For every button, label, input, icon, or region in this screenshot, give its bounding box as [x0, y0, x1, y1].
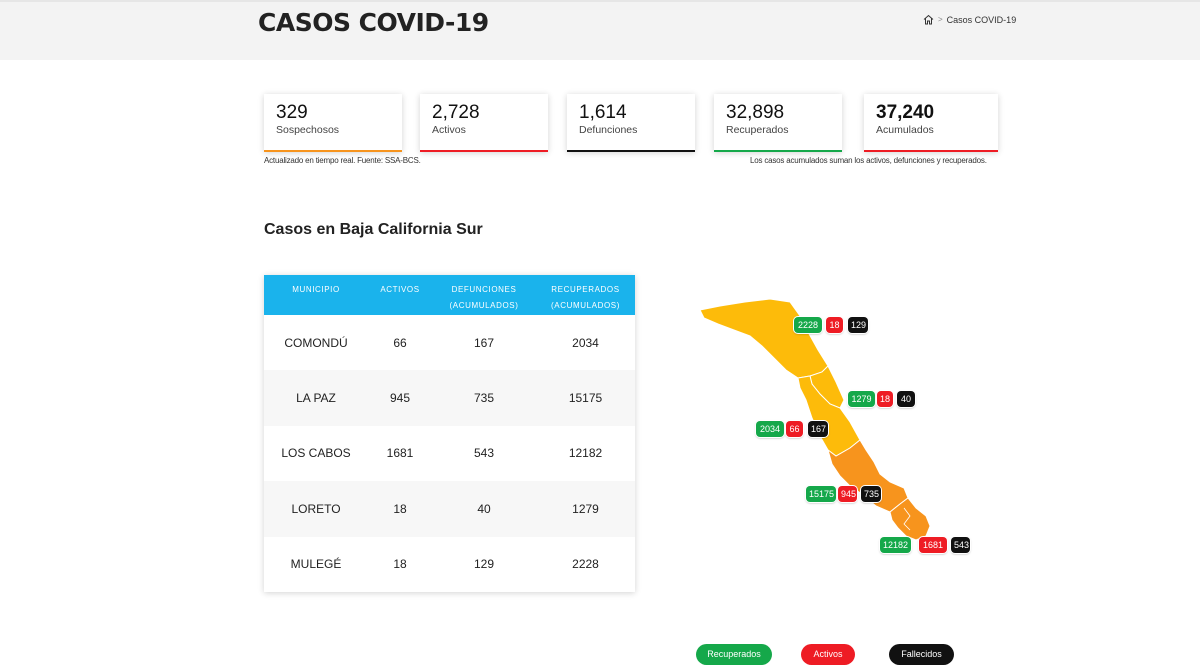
region-loscabos: [889, 497, 931, 541]
cell-recuperados: 2034: [572, 335, 599, 350]
page-header: CASOS COVID-19 > Casos COVID-19: [0, 0, 1200, 60]
badge-loscabos-fallecidos: 543: [951, 537, 970, 553]
table-header: MUNICIPIO ACTIVOS DEFUNCIONES (ACUMULADO…: [264, 275, 635, 315]
stat-card-activos: 2,728 Activos: [420, 94, 548, 152]
breadcrumb: > Casos COVID-19: [923, 14, 1016, 25]
cell-defunciones: 167: [473, 335, 495, 350]
header-municipio: MUNICIPIO: [292, 285, 340, 294]
home-icon[interactable]: [923, 14, 934, 25]
badge-mulege-fallecidos: 129: [848, 317, 868, 333]
cell-activos: 18: [393, 557, 407, 572]
cell-activos: 18: [393, 501, 407, 516]
legend-fallecidos: Fallecidos: [889, 644, 954, 665]
stat-value: 37,240: [876, 102, 935, 123]
cell-activos: 1681: [386, 446, 414, 461]
cell-municipio: LA PAZ: [296, 391, 336, 406]
stat-label: Acumulados: [876, 124, 934, 136]
bcs-map: 2228 18 129 1279 18 40 2034 66 167 15175…: [690, 290, 990, 570]
badge-lapaz-fallecidos: 735: [861, 486, 881, 502]
table-row: COMONDÚ 66 167 2034: [264, 315, 635, 371]
cell-municipio: LOS CABOS: [281, 446, 351, 461]
table-row: LOS CABOS 1681 543 12182: [264, 425, 635, 482]
stat-label: Defunciones: [579, 124, 638, 136]
badge-loreto-recuperados: 1279: [848, 391, 875, 407]
source-note: Actualizado en tiempo real. Fuente: SSA-…: [264, 156, 421, 165]
table-body: COMONDÚ 66 167 2034 LA PAZ 945 735 15175…: [264, 315, 635, 592]
badge-loreto-fallecidos: 40: [897, 391, 915, 407]
cell-municipio: MULEGÉ: [290, 557, 342, 572]
stat-bar: [567, 150, 695, 152]
stat-value: 329: [276, 102, 308, 123]
badge-mulege-activos: 18: [826, 317, 843, 333]
region-lapaz: [827, 439, 909, 513]
stat-card-defunciones: 1,614 Defunciones: [567, 94, 695, 152]
legend-recuperados: Recuperados: [696, 644, 772, 665]
cell-defunciones: 40: [477, 501, 491, 516]
table-row: MULEGÉ 18 129 2228: [264, 536, 635, 592]
cell-recuperados: 1279: [572, 501, 599, 516]
cell-municipio: LORETO: [291, 501, 341, 516]
badge-loscabos-activos: 1681: [919, 537, 947, 553]
cell-activos: 66: [393, 335, 407, 350]
badge-lapaz-recuperados: 15175: [806, 486, 836, 502]
stat-label: Sospechosos: [276, 124, 340, 136]
badge-comondu-recuperados: 2034: [756, 421, 784, 437]
stat-bar: [864, 150, 998, 152]
stat-card-recuperados: 32,898 Recuperados: [714, 94, 842, 152]
stat-value: 32,898: [726, 102, 785, 123]
badge-mulege-recuperados: 2228: [794, 317, 822, 333]
cell-recuperados: 15175: [568, 391, 603, 406]
page-title: CASOS COVID-19: [258, 8, 489, 37]
badge-loreto-activos: 18: [877, 391, 893, 407]
header-defunciones: DEFUNCIONES (ACUMULADOS): [449, 285, 519, 310]
badge-comondu-fallecidos: 167: [808, 421, 828, 437]
section-title: Casos en Baja California Sur: [264, 221, 483, 238]
cell-defunciones: 735: [473, 391, 495, 406]
stat-bar: [714, 150, 842, 152]
cell-recuperados: 2228: [572, 557, 599, 572]
cell-municipio: COMONDÚ: [284, 335, 348, 350]
cell-activos: 945: [389, 391, 411, 406]
stat-card-acumulados: 37,240 Acumulados: [864, 94, 998, 152]
badge-loscabos-recuperados: 12182: [880, 537, 911, 553]
stat-label: Activos: [432, 124, 466, 136]
stat-label: Recuperados: [726, 124, 789, 136]
header-activos: ACTIVOS: [380, 285, 420, 294]
badge-lapaz-activos: 945: [838, 486, 857, 502]
header-recuperados: RECUPERADOS (ACUMULADOS): [551, 285, 620, 310]
stat-value: 1,614: [579, 102, 627, 123]
accumulated-note: Los casos acumulados suman los activos, …: [750, 156, 987, 165]
cases-table: MUNICIPIO ACTIVOS DEFUNCIONES (ACUMULADO…: [264, 275, 635, 592]
legend-activos: Activos: [801, 644, 855, 665]
stat-bar: [264, 150, 402, 152]
stat-value: 2,728: [432, 102, 480, 123]
cell-defunciones: 543: [473, 446, 495, 461]
table-row: LORETO 18 40 1279: [264, 481, 635, 537]
stat-bar: [420, 150, 548, 152]
breadcrumb-current: Casos COVID-19: [946, 14, 1017, 25]
stat-card-sospechosos: 329 Sospechosos: [264, 94, 402, 152]
breadcrumb-separator: >: [938, 15, 943, 24]
table-row: LA PAZ 945 735 15175: [264, 370, 635, 426]
cell-defunciones: 129: [473, 557, 495, 572]
badge-comondu-activos: 66: [786, 421, 803, 437]
region-mulege: [699, 298, 829, 379]
cell-recuperados: 12182: [568, 446, 603, 461]
